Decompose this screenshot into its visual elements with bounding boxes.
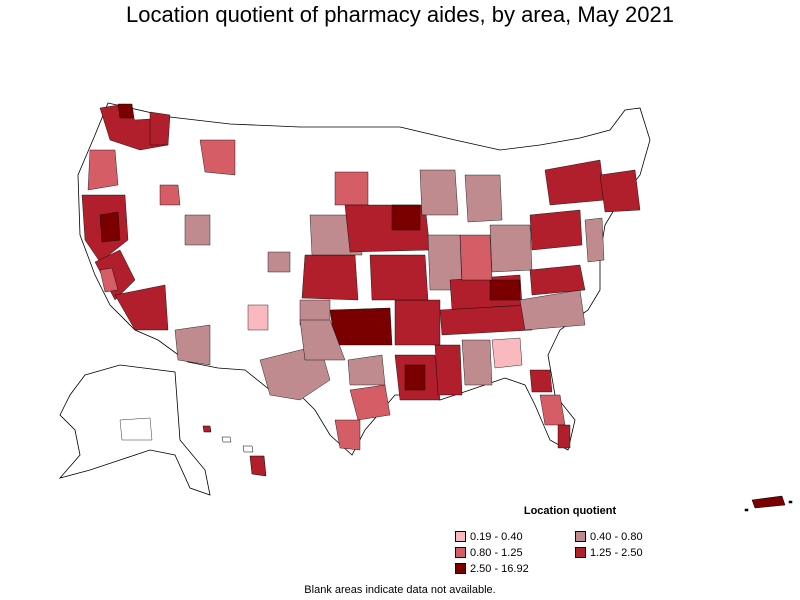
area-boise bbox=[159, 184, 181, 206]
area-kentucky-east bbox=[489, 279, 521, 301]
area-minnesota-south bbox=[391, 204, 421, 231]
legend-title: Location quotient bbox=[523, 505, 617, 517]
legend-label: 0.19 - 0.40 bbox=[470, 530, 523, 543]
area-south-florida bbox=[557, 424, 571, 449]
legend-item: 2.50 - 16.92 bbox=[455, 562, 575, 575]
area-ohio bbox=[489, 224, 533, 273]
legend-item: 0.80 - 1.25 bbox=[455, 546, 575, 559]
blank-areas-note: Blank areas indicate data not available. bbox=[304, 584, 496, 596]
area-new-jersey bbox=[584, 217, 605, 263]
area-seattle bbox=[117, 103, 135, 119]
area-north-texas bbox=[299, 319, 346, 361]
area-spokane bbox=[149, 111, 171, 146]
legend-grid: 0.19 - 0.40 0.40 - 0.80 0.80 - 1.25 1.25… bbox=[455, 530, 685, 575]
area-michigan bbox=[464, 174, 503, 223]
shaded-areas bbox=[81, 103, 641, 451]
area-southern-arizona bbox=[174, 324, 211, 366]
area-east-texas bbox=[347, 354, 386, 386]
area-louisiana-central bbox=[404, 364, 426, 391]
legend-swatch bbox=[575, 531, 586, 542]
area-north-florida bbox=[529, 369, 553, 393]
legend-swatch bbox=[455, 531, 466, 542]
area-western-montana bbox=[199, 139, 236, 176]
area-virginia bbox=[529, 264, 586, 296]
area-tennessee bbox=[439, 304, 533, 336]
legend-item: 0.19 - 0.40 bbox=[455, 530, 575, 543]
alaska-anchorage-area bbox=[119, 417, 153, 441]
legend-label: 0.40 - 0.80 bbox=[590, 530, 643, 543]
legend-swatch bbox=[455, 547, 466, 558]
area-houston bbox=[349, 384, 391, 421]
contiguous-us-outline bbox=[77, 102, 651, 456]
area-south-dakota bbox=[334, 171, 369, 206]
hawaii-kauai bbox=[202, 425, 212, 433]
legend-swatch bbox=[575, 547, 586, 558]
area-pennsylvania bbox=[529, 209, 583, 251]
area-indiana bbox=[459, 234, 493, 281]
area-colorado-west bbox=[184, 214, 211, 246]
legend-item: 0.40 - 0.80 bbox=[575, 530, 685, 543]
area-new-england bbox=[599, 169, 641, 213]
area-arkansas bbox=[394, 299, 441, 346]
map-title: Location quotient of pharmacy aides, by … bbox=[126, 2, 674, 27]
hawaii bbox=[202, 425, 267, 477]
area-mississippi bbox=[434, 344, 463, 396]
area-southern-california bbox=[114, 284, 169, 331]
area-oklahoma bbox=[329, 307, 393, 346]
alaska bbox=[58, 364, 211, 496]
area-carolinas bbox=[519, 289, 586, 331]
area-south-texas bbox=[334, 419, 361, 451]
area-alabama bbox=[461, 339, 493, 386]
legend-swatch bbox=[455, 563, 466, 574]
area-georgia-north bbox=[491, 337, 523, 369]
area-missouri bbox=[369, 254, 429, 301]
hawaii-oahu bbox=[221, 436, 232, 443]
area-sacramento bbox=[99, 211, 121, 243]
legend-label: 0.80 - 1.25 bbox=[470, 546, 523, 559]
legend-label: 1.25 - 2.50 bbox=[590, 546, 643, 559]
legend: Location quotient 0.19 - 0.40 0.40 - 0.8… bbox=[455, 505, 685, 575]
hawaii-maui bbox=[242, 445, 254, 453]
area-oregon-coast bbox=[87, 149, 119, 191]
legend-label: 2.50 - 16.92 bbox=[470, 562, 529, 575]
puerto-rico bbox=[744, 495, 793, 512]
puerto-rico-island bbox=[751, 495, 786, 509]
hawaii-big-island bbox=[249, 455, 267, 477]
legend-item: 1.25 - 2.50 bbox=[575, 546, 685, 559]
area-wisconsin bbox=[419, 169, 459, 216]
area-colorado-south bbox=[267, 251, 291, 273]
area-central-coast bbox=[99, 267, 119, 293]
area-kansas bbox=[301, 254, 359, 301]
area-new-mexico-north bbox=[247, 304, 269, 331]
